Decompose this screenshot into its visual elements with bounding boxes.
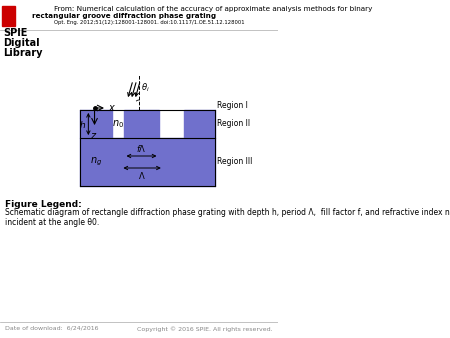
- Text: Region II: Region II: [217, 120, 251, 128]
- Text: $f\Lambda$: $f\Lambda$: [136, 143, 147, 154]
- Text: $n_g$: $n_g$: [90, 156, 102, 168]
- Text: Date of download:  6/24/2016: Date of download: 6/24/2016: [5, 326, 99, 331]
- Text: Region I: Region I: [217, 100, 248, 110]
- Bar: [2, 6, 15, 26]
- Text: Library: Library: [3, 48, 43, 58]
- Text: Schematic diagram of rectangle diffraction phase grating with depth h, period Λ,: Schematic diagram of rectangle diffracti…: [5, 208, 450, 227]
- Text: Opt. Eng. 2012;51(12):128001-128001. doi:10.1117/1.OE.51.12.128001: Opt. Eng. 2012;51(12):128001-128001. doi…: [54, 20, 245, 25]
- Text: From: Numerical calculation of the accuracy of approximate analysis methods for : From: Numerical calculation of the accur…: [54, 6, 373, 12]
- Text: $\Lambda$: $\Lambda$: [138, 170, 146, 181]
- Text: Copyright © 2016 SPIE. All rights reserved.: Copyright © 2016 SPIE. All rights reserv…: [138, 326, 273, 332]
- Text: Digital: Digital: [3, 38, 40, 48]
- Bar: [81, 110, 112, 138]
- Text: $z$: $z$: [90, 131, 97, 141]
- Text: $h$: $h$: [79, 119, 86, 129]
- Bar: [184, 110, 215, 138]
- Text: rectangular groove diffraction phase grating: rectangular groove diffraction phase gra…: [32, 13, 216, 19]
- Text: $n_0$: $n_0$: [112, 118, 124, 130]
- Bar: [81, 138, 215, 186]
- Text: SPIE: SPIE: [3, 28, 27, 38]
- Bar: [124, 110, 159, 138]
- Text: Region III: Region III: [217, 158, 253, 167]
- Text: Figure Legend:: Figure Legend:: [5, 200, 82, 209]
- Text: $x$: $x$: [108, 103, 116, 113]
- Text: $\theta_i$: $\theta_i$: [141, 82, 149, 94]
